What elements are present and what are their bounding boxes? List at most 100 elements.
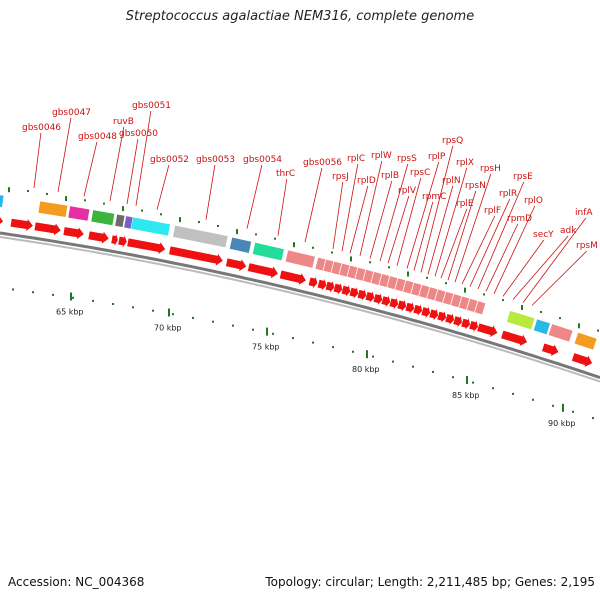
gene-block	[458, 295, 470, 311]
track-tick	[255, 233, 257, 236]
gene-label: rpsC	[410, 168, 430, 178]
label-leader	[485, 223, 519, 292]
track-tick	[445, 282, 447, 285]
gene-label: rpsE	[513, 172, 533, 182]
scale-major-tick	[366, 350, 368, 359]
scale-dot	[452, 376, 454, 379]
gene-block	[394, 277, 407, 293]
gene-arrow	[389, 297, 399, 310]
gene-label: rplC	[347, 154, 365, 164]
gene-block	[386, 275, 399, 290]
gene-label: gbs0054	[243, 155, 282, 165]
scale-dot	[252, 328, 254, 331]
scale-dot	[232, 324, 234, 327]
gene-block	[378, 273, 391, 288]
label-leader	[502, 239, 545, 297]
gene-arrow	[413, 304, 423, 316]
gene-arrow	[453, 315, 463, 328]
scale-dot	[552, 404, 554, 407]
gene-label: thrC	[276, 169, 295, 179]
gene-label: rpsS	[397, 154, 417, 164]
backbone-line	[0, 231, 600, 380]
gene-label: rplX	[456, 158, 474, 168]
gene-arrow	[247, 263, 278, 279]
gene-arrow	[111, 234, 118, 246]
label-leader	[369, 180, 393, 259]
track-tick	[122, 206, 124, 212]
track-tick	[46, 193, 48, 195]
track-tick	[198, 221, 200, 223]
kbp-label: 85 kbp	[452, 391, 480, 400]
scale-dot	[112, 303, 114, 305]
gene-arrow	[373, 293, 383, 305]
scale-dot	[572, 410, 574, 413]
gene-arrow	[349, 287, 359, 299]
gene-block	[370, 271, 383, 286]
track-tick	[483, 293, 485, 296]
gene-label: rplW	[371, 151, 392, 161]
gene-label: gbs0052	[150, 155, 189, 165]
gene-block	[0, 193, 5, 208]
gene-label: gbs0047	[52, 108, 91, 118]
gene-arrow	[127, 238, 166, 255]
scale-dot	[72, 296, 74, 299]
gene-label: rplD	[357, 176, 376, 186]
label-leader	[512, 235, 569, 300]
gene-label: gbs0048	[78, 132, 117, 142]
gene-block	[90, 209, 115, 226]
gene-label: rplR	[499, 189, 517, 199]
gene-blocks	[0, 193, 598, 351]
track-tick	[141, 209, 143, 212]
scale-dot	[372, 355, 374, 358]
label-leader	[469, 198, 511, 287]
gene-arrow	[88, 231, 109, 244]
gene-arrow	[118, 235, 127, 248]
gene-block	[426, 286, 439, 301]
scale-dot	[212, 320, 214, 323]
accession-label: Accession: NC_004368	[8, 575, 145, 589]
label-leader	[135, 110, 152, 206]
gene-block	[506, 310, 536, 331]
genome-backbone	[0, 231, 600, 383]
track-tick	[312, 246, 314, 249]
label-leader	[454, 173, 492, 283]
track-tick	[559, 317, 561, 320]
label-leader	[304, 167, 323, 243]
gene-arrow	[308, 276, 318, 289]
gene-arrow	[341, 285, 351, 297]
gene-arrow	[429, 308, 439, 321]
gene-block	[533, 318, 551, 335]
track-tick	[8, 187, 10, 193]
label-leader	[531, 250, 588, 306]
track-tick	[540, 311, 542, 313]
track-tick	[464, 287, 466, 293]
label-leader	[349, 185, 369, 254]
scale-major-tick	[562, 403, 564, 412]
scale-dot	[132, 306, 134, 309]
gene-arrow	[317, 278, 327, 291]
track-tick	[597, 329, 599, 332]
label-leader	[440, 208, 468, 279]
gene-label: gbs0046	[22, 123, 61, 133]
scale-dot	[492, 387, 494, 390]
label-leader	[33, 132, 42, 189]
gene-block	[418, 284, 431, 299]
label-leader	[341, 163, 359, 252]
backbone-shadow	[0, 236, 600, 383]
gene-block	[466, 298, 478, 313]
gene-label: infA	[575, 208, 593, 218]
gene-block	[354, 267, 367, 282]
label-leader	[434, 167, 468, 277]
gene-block	[548, 323, 574, 343]
track-tick	[84, 199, 86, 202]
track-tick	[27, 190, 29, 192]
scale-dot	[92, 299, 94, 302]
scale-major-tick	[466, 376, 468, 384]
label-leader	[156, 164, 170, 210]
scale-dot	[12, 288, 14, 291]
scale-dot	[272, 332, 274, 335]
gene-arrow	[34, 222, 61, 236]
gene-label: rplB	[381, 171, 399, 181]
gene-label: adk	[560, 226, 577, 236]
